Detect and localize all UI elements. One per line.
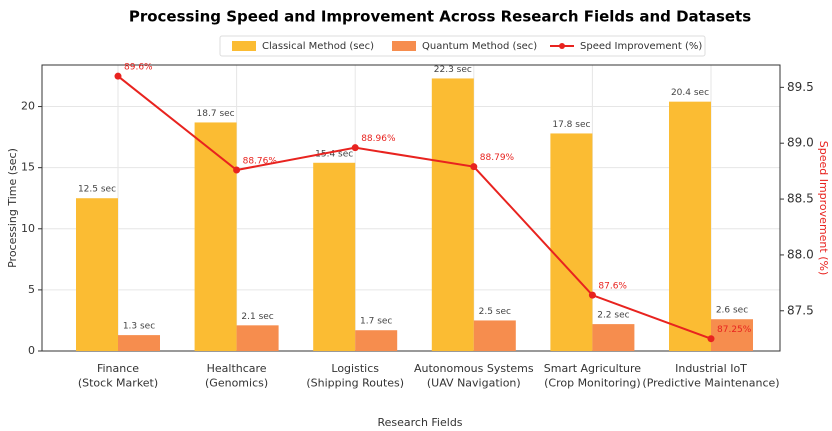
legend-label: Quantum Method (sec) [422, 41, 537, 52]
bar [194, 122, 237, 351]
legend-frame [219, 35, 706, 57]
y-tick-label: 10 [21, 222, 35, 235]
x-tick-label: Industrial IoT (Predictive Maintenance) [642, 362, 779, 389]
value-label: 2.6 sec [716, 306, 748, 316]
legend-swatch [232, 41, 256, 51]
value-label: 1.7 sec [360, 317, 392, 327]
bar [76, 198, 118, 351]
bar [431, 78, 474, 351]
legend-label: Speed Improvement (%) [580, 41, 702, 52]
point [470, 163, 478, 171]
point [351, 144, 359, 152]
point-label: 88.96% [361, 134, 396, 144]
value-label: 2.5 sec [479, 307, 511, 317]
point [707, 335, 715, 343]
value-label: 1.3 sec [123, 322, 155, 332]
value-label: 12.5 sec [78, 185, 116, 195]
value-label: 15.4 sec [315, 149, 353, 159]
bar [711, 319, 753, 351]
x-axis-label: Research Fields [377, 416, 462, 429]
bar [550, 133, 593, 351]
y-tick-label: 20 [21, 100, 35, 113]
x-tick-label: Finance (Stock Market) [78, 362, 158, 389]
legend-point [559, 43, 565, 49]
legend-swatch [392, 41, 416, 51]
y-tick-label: 0 [28, 344, 35, 357]
value-label: 2.1 sec [241, 312, 273, 322]
y-axis-label: Processing Time (sec) [6, 148, 19, 268]
x-tick-label: Smart Agriculture (Crop Monitoring) [544, 362, 641, 389]
value-label: 2.2 sec [597, 311, 629, 321]
bar [236, 325, 279, 351]
y2-tick-label: 87.5 [787, 303, 814, 317]
bar [669, 101, 711, 352]
bar [473, 320, 516, 351]
y2-tick-label: 89.0 [787, 136, 814, 150]
chart-title: Processing Speed and Improvement Across … [129, 8, 751, 26]
y2-tick-label: 88.0 [787, 247, 814, 261]
point-label: 88.76% [243, 157, 278, 167]
point-label: 88.79% [480, 153, 515, 163]
point [588, 291, 596, 299]
value-label: 18.7 sec [197, 109, 235, 119]
legend-label: Classical Method (sec) [262, 41, 374, 52]
x-tick-label: Autonomous Systems (UAV Navigation) [414, 362, 534, 389]
y-tick-label: 5 [28, 283, 35, 296]
x-tick-label: Logistics (Shipping Routes) [306, 362, 404, 389]
point-label: 89.6% [124, 63, 153, 73]
point-label: 87.6% [598, 282, 627, 292]
bar [313, 162, 356, 351]
bar [355, 330, 398, 351]
y2-axis-label: Speed Improvement (%) [817, 141, 830, 276]
plot-frame [41, 64, 781, 352]
y-tick-label: 15 [21, 161, 35, 174]
value-label: 22.3 sec [434, 65, 472, 75]
bar [592, 324, 635, 351]
point-label: 87.25% [717, 325, 752, 335]
line [117, 75, 712, 340]
x-tick-label: Healthcare (Genomics) [205, 362, 268, 389]
value-label: 20.4 sec [671, 88, 709, 98]
value-label: 17.8 sec [552, 120, 590, 130]
y2-tick-label: 89.5 [787, 80, 814, 94]
bar [118, 335, 160, 351]
point [233, 166, 241, 174]
y2-tick-label: 88.5 [787, 192, 814, 206]
point [114, 72, 122, 80]
